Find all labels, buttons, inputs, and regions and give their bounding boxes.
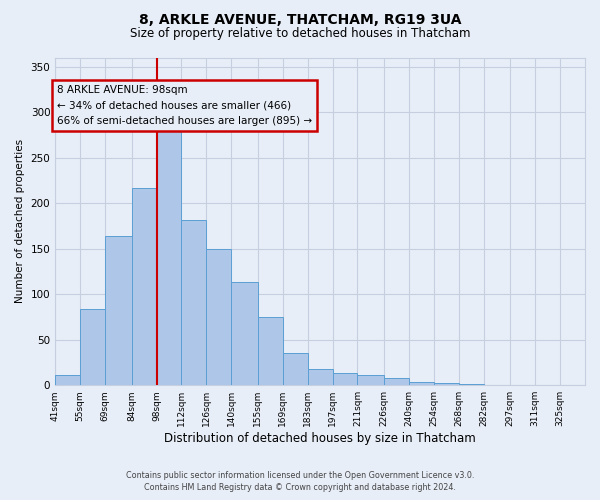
Bar <box>157 123 181 385</box>
Bar <box>308 369 332 385</box>
Bar <box>131 188 157 385</box>
Bar <box>384 378 409 385</box>
Text: Contains HM Land Registry data © Crown copyright and database right 2024.: Contains HM Land Registry data © Crown c… <box>144 484 456 492</box>
Bar <box>258 317 283 385</box>
Bar <box>231 282 258 385</box>
Text: Contains public sector information licensed under the Open Government Licence v3: Contains public sector information licen… <box>126 471 474 480</box>
Bar <box>358 375 384 385</box>
Bar <box>332 374 358 385</box>
Bar <box>434 384 459 385</box>
Text: 8, ARKLE AVENUE, THATCHAM, RG19 3UA: 8, ARKLE AVENUE, THATCHAM, RG19 3UA <box>139 12 461 26</box>
Text: Size of property relative to detached houses in Thatcham: Size of property relative to detached ho… <box>130 28 470 40</box>
Bar <box>55 375 80 385</box>
Bar <box>80 308 105 385</box>
Y-axis label: Number of detached properties: Number of detached properties <box>15 140 25 304</box>
Bar <box>105 236 131 385</box>
Bar <box>206 248 231 385</box>
Bar <box>283 354 308 385</box>
Bar <box>181 220 206 385</box>
Bar <box>459 384 484 385</box>
Text: 8 ARKLE AVENUE: 98sqm
← 34% of detached houses are smaller (466)
66% of semi-det: 8 ARKLE AVENUE: 98sqm ← 34% of detached … <box>57 85 312 126</box>
X-axis label: Distribution of detached houses by size in Thatcham: Distribution of detached houses by size … <box>164 432 476 445</box>
Bar <box>409 382 434 385</box>
